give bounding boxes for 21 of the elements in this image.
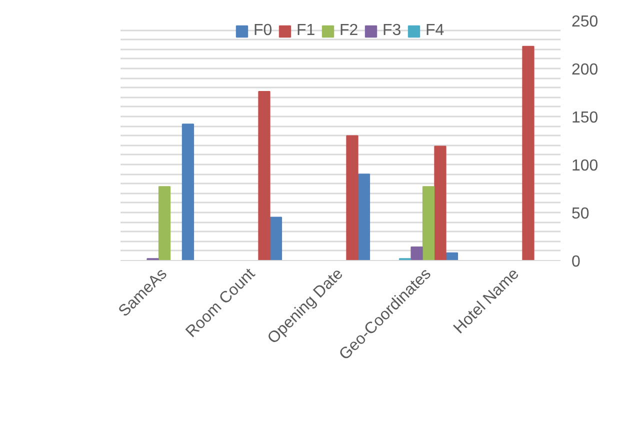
bar xyxy=(258,91,270,260)
y-tick-label: 50 xyxy=(572,206,590,222)
legend-label: F2 xyxy=(340,22,360,40)
bar xyxy=(182,124,194,260)
y-tick-label: 200 xyxy=(572,62,598,78)
legend-label: F3 xyxy=(382,22,402,40)
bar xyxy=(410,246,423,260)
bar xyxy=(434,146,446,260)
legend-label: F4 xyxy=(426,22,446,40)
y-tick-label: 150 xyxy=(572,110,598,126)
bar xyxy=(158,186,171,260)
y-tick-label: 0 xyxy=(572,254,580,270)
y-tick-label: 100 xyxy=(572,158,598,174)
bar xyxy=(522,46,534,260)
bar xyxy=(346,135,358,260)
bar xyxy=(270,216,282,260)
bar xyxy=(422,186,435,260)
legend-label: F0 xyxy=(254,22,274,40)
bar xyxy=(358,174,370,260)
legend-label: F1 xyxy=(296,22,316,40)
y-tick-label: 250 xyxy=(572,14,598,30)
